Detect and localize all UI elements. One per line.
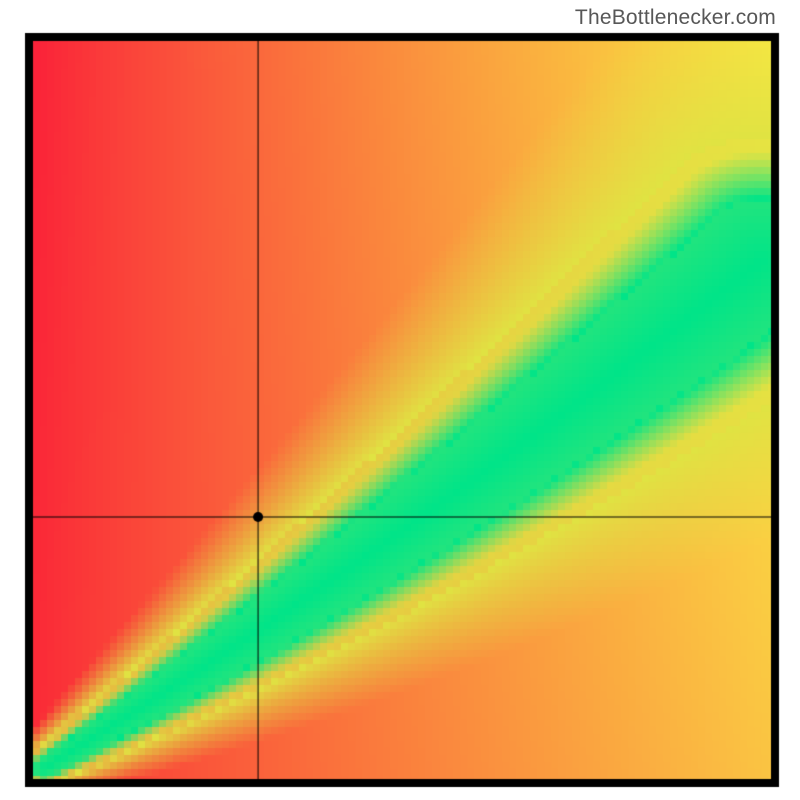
heatmap-canvas bbox=[0, 0, 800, 800]
watermark-text: TheBottlenecker.com bbox=[575, 6, 776, 30]
chart-container: TheBottlenecker.com bbox=[0, 0, 800, 800]
